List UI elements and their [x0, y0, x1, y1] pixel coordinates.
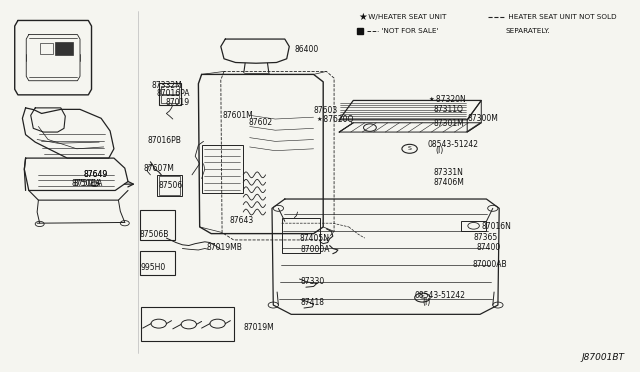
Text: 87418: 87418 [300, 298, 324, 307]
Bar [140, 251, 175, 275]
Text: 86400: 86400 [294, 45, 319, 54]
Text: 87311Q: 87311Q [434, 105, 464, 114]
Bar [202, 145, 243, 193]
Text: 87365: 87365 [474, 233, 498, 242]
Text: 87000A: 87000A [301, 245, 330, 254]
Text: 87016PA: 87016PA [157, 89, 190, 98]
Text: 87300M: 87300M [467, 114, 498, 123]
Bar [159, 176, 180, 195]
Text: 87501A: 87501A [72, 179, 101, 187]
Text: 87301M: 87301M [434, 119, 465, 128]
Text: 87603: 87603 [314, 106, 338, 115]
Text: S: S [420, 295, 424, 300]
Text: ★: ★ [429, 97, 435, 102]
Text: 87601M: 87601M [223, 111, 253, 120]
Bar [141, 307, 234, 341]
Text: 87501A: 87501A [74, 179, 103, 187]
Text: 87506: 87506 [158, 181, 182, 190]
Bar [55, 42, 73, 55]
Text: 87506B: 87506B [140, 230, 169, 239]
Text: 87649: 87649 [83, 170, 108, 179]
Bar [161, 86, 179, 94]
Text: (I): (I) [435, 146, 444, 155]
Text: 87405N: 87405N [300, 234, 330, 243]
Text: 87406M: 87406M [434, 178, 465, 187]
Text: 87000AB: 87000AB [472, 260, 507, 269]
Text: 87016PB: 87016PB [147, 136, 181, 145]
Text: W/HEATER SEAT UNIT: W/HEATER SEAT UNIT [366, 14, 447, 20]
Text: 08543-51242: 08543-51242 [415, 291, 466, 300]
Text: 87332M: 87332M [152, 81, 182, 90]
Bar [161, 95, 179, 103]
Text: 87607M: 87607M [144, 164, 175, 173]
Text: ★: ★ [358, 12, 367, 22]
Bar [282, 218, 320, 253]
Bar [461, 221, 486, 231]
Bar [140, 210, 175, 240]
Text: (I): (I) [422, 298, 431, 307]
Bar [157, 175, 182, 196]
Text: SEPARATELY.: SEPARATELY. [506, 28, 550, 34]
Text: 'NOT FOR SALE': 'NOT FOR SALE' [379, 28, 438, 34]
Text: HEATER SEAT UNIT NOT SOLD: HEATER SEAT UNIT NOT SOLD [506, 14, 616, 20]
Text: 87649: 87649 [83, 170, 108, 179]
Text: 87331N: 87331N [434, 169, 464, 177]
Text: 87019M: 87019M [243, 323, 274, 332]
Text: S: S [408, 146, 412, 151]
Text: 87602: 87602 [248, 118, 273, 127]
Text: 87320N: 87320N [434, 95, 466, 104]
Text: 87019MB: 87019MB [207, 243, 243, 252]
Text: 87643: 87643 [229, 216, 253, 225]
Text: 87019: 87019 [165, 98, 189, 107]
Text: 995H0: 995H0 [141, 263, 166, 272]
Text: 87620Q: 87620Q [321, 115, 354, 124]
Text: 08543-51242: 08543-51242 [428, 140, 479, 149]
Text: J87001BT: J87001BT [581, 353, 624, 362]
Bar [40, 43, 53, 54]
Bar [159, 83, 181, 105]
Text: ★: ★ [316, 117, 322, 122]
Text: 87016N: 87016N [481, 222, 511, 231]
Text: 87400: 87400 [476, 243, 500, 252]
Text: 87330: 87330 [300, 278, 324, 286]
